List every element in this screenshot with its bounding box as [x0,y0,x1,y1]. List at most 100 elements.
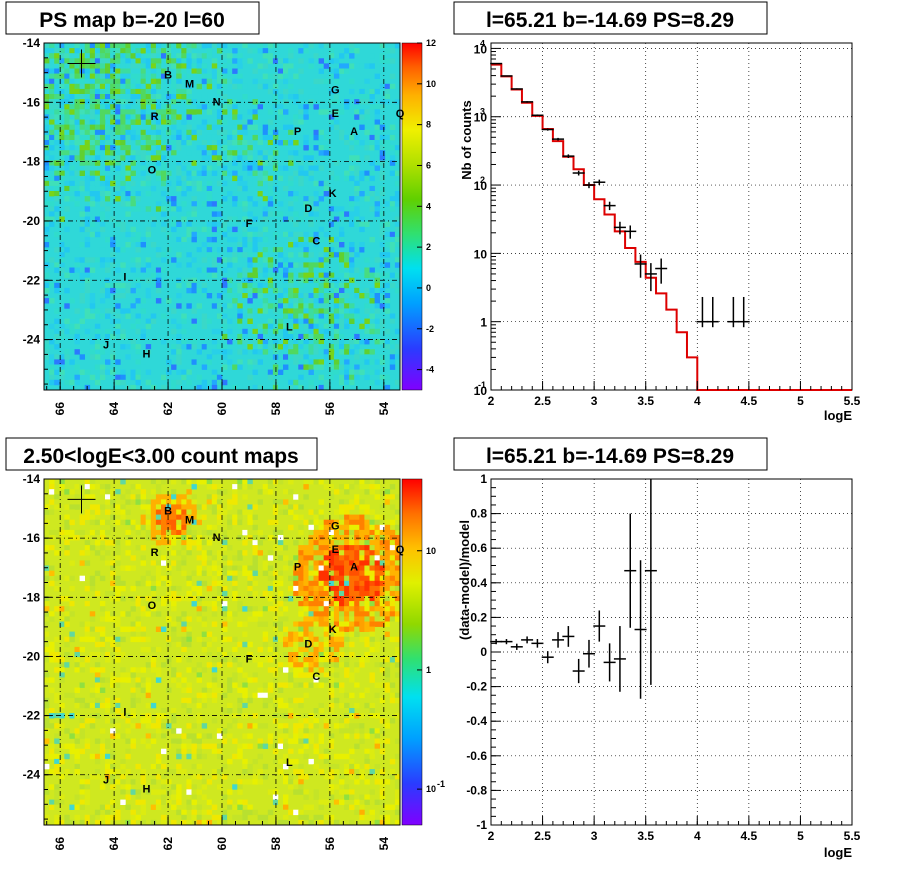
heatmap-cell [349,221,355,227]
heatmap-cell [155,145,162,151]
heatmap-cell [105,677,111,683]
heatmap-cell [323,713,330,719]
heatmap-cell [140,677,146,683]
heatmap-cell [166,196,172,202]
heatmap-cell [115,43,121,49]
x-tick-label: 64 [107,402,121,416]
heatmap-cell [74,267,80,273]
heatmap-cell [232,611,238,617]
heatmap-cell [105,109,111,115]
heatmap-cell [222,606,228,612]
heatmap-cell [303,646,309,653]
heatmap-cell [379,318,386,324]
heatmap-cell [74,119,80,125]
heatmap-cell [293,560,299,566]
heatmap-cell [206,267,213,273]
heatmap-cell [308,733,314,739]
heatmap-cell [201,550,208,556]
heatmap-cell [206,524,213,531]
heatmap-cell [257,333,263,340]
heatmap-cell [64,611,70,617]
heatmap-cell [201,723,208,729]
heatmap-cell [79,140,85,146]
heatmap-cell [140,631,146,637]
heatmap-cell [354,682,360,688]
heatmap-cell [308,88,314,95]
heatmap-cell [379,697,386,704]
heatmap-cell [328,58,335,64]
heatmap-cell [171,585,177,592]
heatmap-cell [344,145,350,151]
heatmap-cell [293,672,299,678]
heatmap-cell [176,99,182,105]
heatmap-cell [364,160,370,166]
heatmap-cell [216,504,223,510]
heatmap-cell [379,682,386,688]
heatmap-cell [166,509,172,515]
heatmap-cell [59,180,65,187]
heatmap-cell [369,708,375,714]
heatmap-cell [308,308,314,314]
heatmap-cell [323,63,330,69]
heatmap-cell [186,99,192,105]
heatmap-cell [150,140,157,146]
heatmap-cell [318,601,324,607]
heatmap-cell [364,580,370,587]
heatmap-cell [181,535,187,541]
heatmap-cell [44,272,50,278]
heatmap-cell [171,738,177,744]
heatmap-cell [125,109,131,115]
heatmap-cell [364,540,370,546]
heatmap-cell [374,379,380,386]
heatmap-cell [313,652,319,658]
heatmap-cell [359,140,365,146]
heatmap-cell [242,124,248,130]
heatmap-cell [216,733,223,739]
heatmap-cell [384,374,391,381]
heatmap-cell [44,298,50,304]
heatmap-cell [201,646,208,653]
heatmap-cell [161,333,167,340]
heatmap-cell [288,596,294,602]
heatmap-cell [374,621,380,627]
heatmap-cell [298,738,304,744]
colorbar-tick-label: 10 [426,79,436,89]
heatmap-cell [135,180,141,187]
heatmap-cell [161,114,167,120]
heatmap-cell [364,657,370,663]
heatmap-cell [288,333,294,340]
heatmap-cell [277,702,284,709]
heatmap-cell [69,560,75,566]
heatmap-cell [394,585,401,592]
heatmap-cell [171,524,177,531]
heatmap-cell [155,540,162,546]
heatmap-cell [323,723,330,729]
heatmap-cell [354,733,360,739]
heatmap-cell [364,287,370,294]
heatmap-cell [293,359,299,365]
heatmap-cell [115,293,121,299]
heatmap-cell [237,303,243,309]
heatmap-cell [120,333,126,340]
heatmap-cell [69,58,75,64]
heatmap-cell [364,78,370,85]
heatmap-cell [196,606,202,612]
heatmap-cell [252,616,258,622]
heatmap-cell [298,682,304,688]
heatmap-cell [242,692,248,699]
heatmap-cell [349,677,355,683]
x-tick-label: 62 [161,402,175,416]
heatmap-cell [262,328,269,335]
heatmap-cell [354,596,360,602]
heatmap-cell [176,206,182,212]
heatmap-cell [252,692,258,699]
heatmap-cell [181,175,187,182]
heatmap-cell [145,484,152,490]
heatmap-cell [354,185,360,192]
heatmap-cell [155,298,162,304]
heatmap-cell [318,550,324,556]
heatmap-cell [191,344,197,350]
heatmap-cell [69,667,75,673]
heatmap-cell [364,354,370,360]
heatmap-cell [323,231,330,238]
